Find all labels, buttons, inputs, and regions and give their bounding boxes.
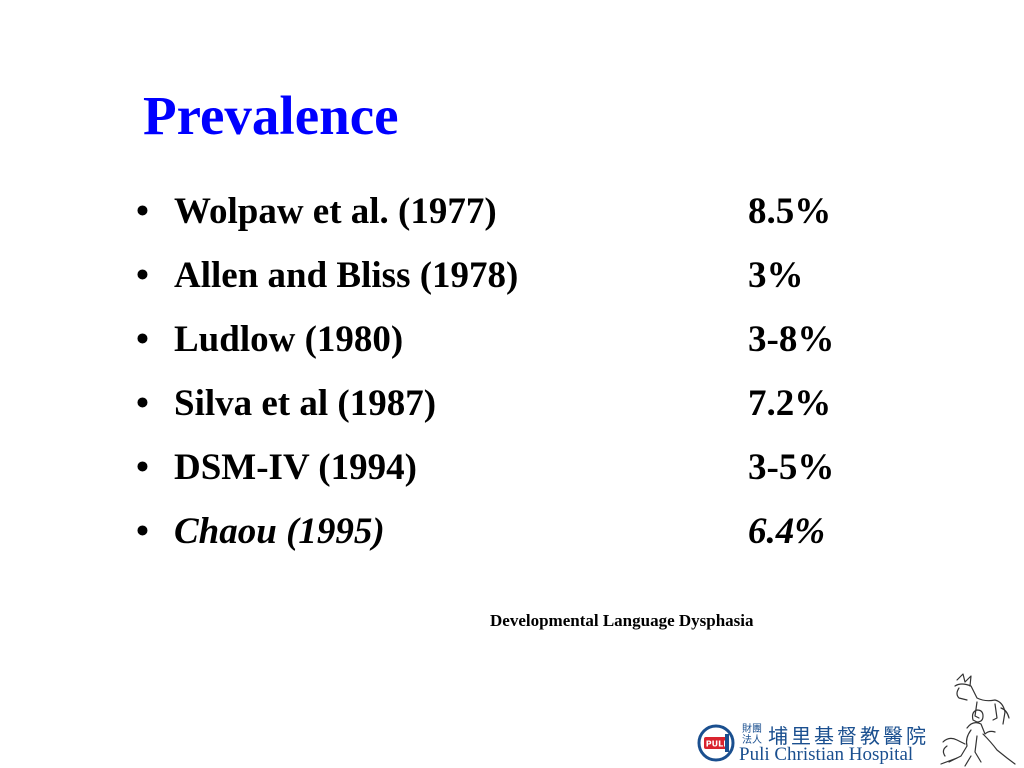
bullet-value: 3-5% <box>748 447 835 488</box>
bullet-source: Silva et al (1987) <box>174 383 437 424</box>
hospital-emblem-icon: PULI <box>697 724 735 762</box>
slide-title: Prevalence <box>143 85 399 146</box>
footnote: Developmental Language Dysphasia <box>490 611 754 630</box>
bullet-dot: • <box>136 511 149 552</box>
bullet-dot: • <box>136 319 149 360</box>
bullet-source: Ludlow (1980) <box>174 319 404 360</box>
bullet-source: Wolpaw et al. (1977) <box>174 191 497 232</box>
bullet-dot: • <box>136 383 149 424</box>
hospital-logo: PULI 財團法人 埔里基督教醫院 Puli Christian Hospita… <box>692 672 1022 768</box>
bullet-source: Chaou (1995) <box>174 511 385 552</box>
bullet-source: Allen and Bliss (1978) <box>174 255 519 296</box>
svg-text:PULI: PULI <box>706 740 726 749</box>
donkey-rider-sketch-icon <box>940 673 1016 767</box>
bullet-value: 6.4% <box>748 511 826 552</box>
bullet-value: 3% <box>748 255 804 296</box>
bullet-source: DSM-IV (1994) <box>174 447 417 488</box>
bullet-dot: • <box>136 191 149 232</box>
logo-small-chars: 財團法人 <box>742 724 762 746</box>
logo-chinese-name: 埔里基督教醫院 <box>768 724 929 748</box>
bullet-value: 8.5% <box>748 191 832 232</box>
logo-english-name: Puli Christian Hospital <box>739 744 914 765</box>
bullet-value: 3-8% <box>748 319 835 360</box>
bullet-dot: • <box>136 447 149 488</box>
bullet-value: 7.2% <box>748 383 832 424</box>
bullet-dot: • <box>136 255 149 296</box>
